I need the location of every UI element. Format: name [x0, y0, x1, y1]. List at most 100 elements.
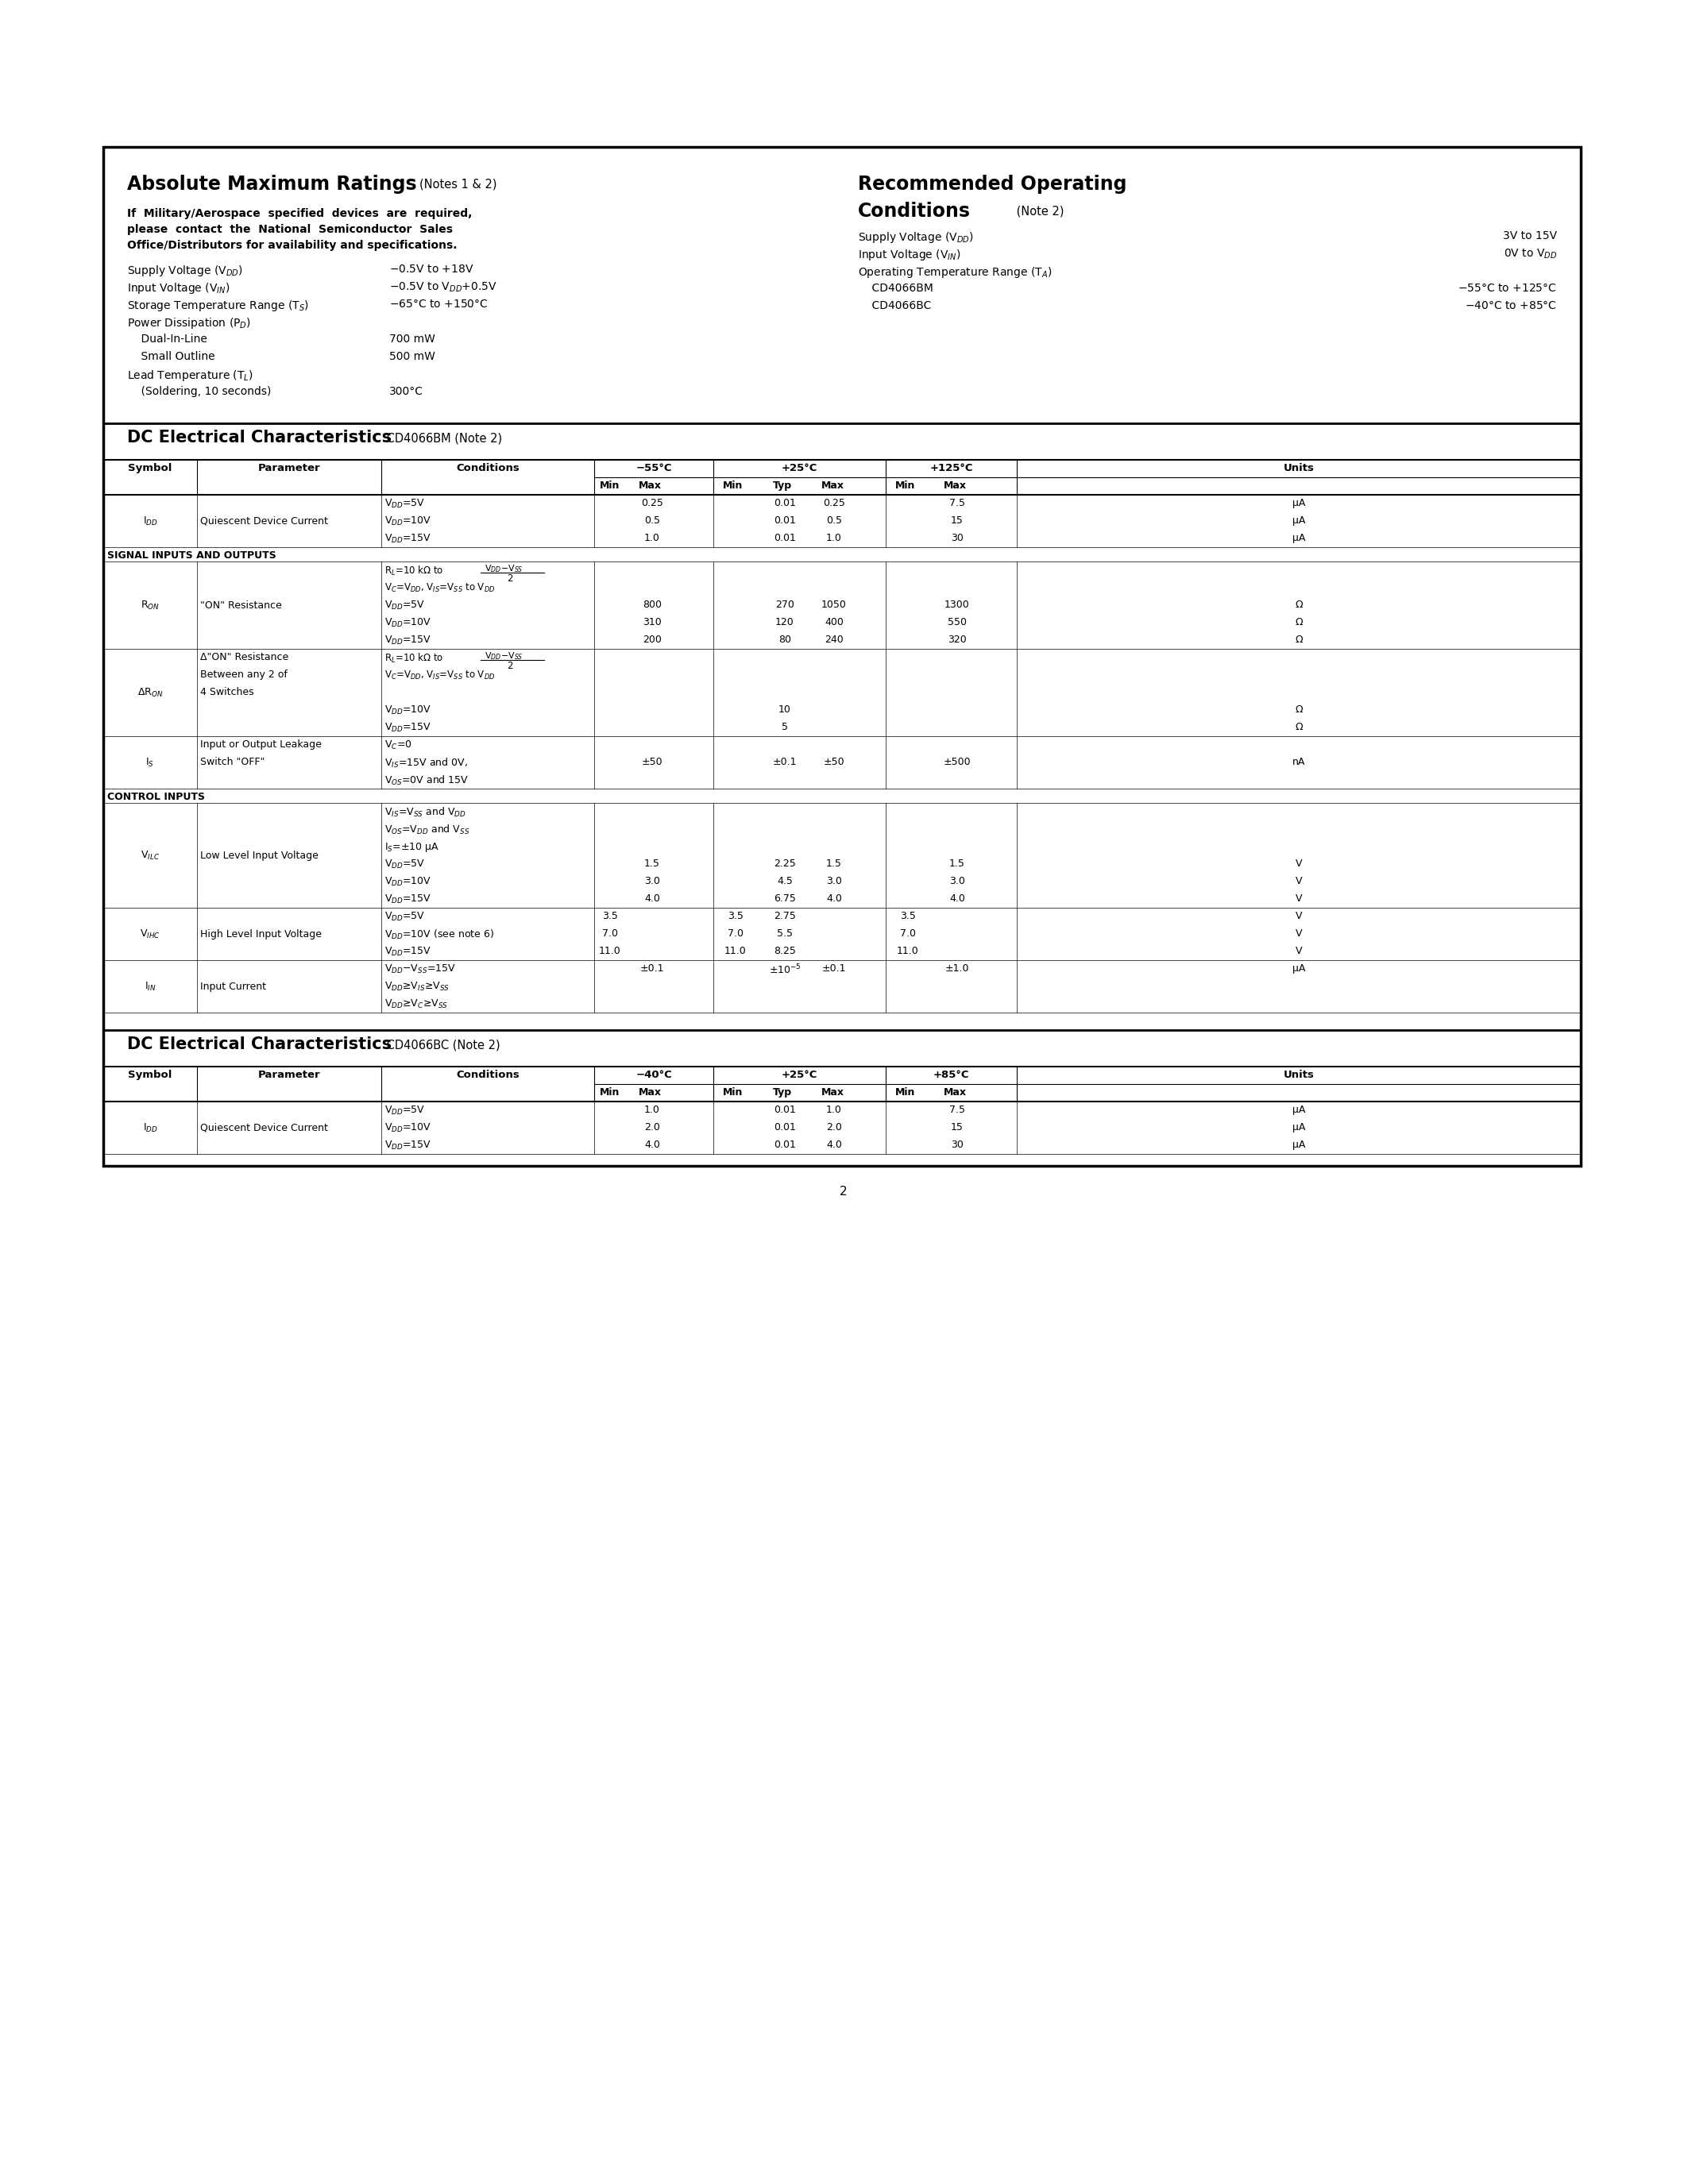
Text: Max: Max: [820, 1088, 844, 1099]
Text: 0.25: 0.25: [641, 498, 663, 509]
Text: 300°C: 300°C: [390, 387, 424, 397]
Text: Low Level Input Voltage: Low Level Input Voltage: [201, 850, 319, 860]
Text: 240: 240: [825, 636, 844, 644]
Text: (Notes 1 & 2): (Notes 1 & 2): [419, 177, 496, 190]
Text: μA: μA: [1293, 963, 1305, 974]
Text: 0.5: 0.5: [825, 515, 842, 526]
Text: CD4066BC (Note 2): CD4066BC (Note 2): [383, 1040, 500, 1051]
Text: Max: Max: [638, 1088, 662, 1099]
Text: Input Current: Input Current: [201, 981, 267, 992]
Text: I$_S$=±10 μA: I$_S$=±10 μA: [385, 841, 439, 854]
Text: V$_{DD}$=5V: V$_{DD}$=5V: [385, 858, 425, 871]
Text: ΔR$_{ON}$: ΔR$_{ON}$: [137, 686, 164, 699]
Text: Units: Units: [1283, 1070, 1315, 1081]
Text: SIGNAL INPUTS AND OUTPUTS: SIGNAL INPUTS AND OUTPUTS: [108, 550, 277, 561]
Text: Δ"ON" Resistance: Δ"ON" Resistance: [201, 653, 289, 662]
Text: 3.0: 3.0: [825, 876, 842, 887]
Text: DC Electrical Characteristics: DC Electrical Characteristics: [127, 430, 392, 446]
Text: 2: 2: [841, 1186, 847, 1197]
Text: 7.5: 7.5: [949, 1105, 966, 1116]
Text: (Soldering, 10 seconds): (Soldering, 10 seconds): [127, 387, 272, 397]
Text: please  contact  the  National  Semiconductor  Sales: please contact the National Semiconducto…: [127, 225, 452, 236]
Text: Dual-In-Line: Dual-In-Line: [127, 334, 208, 345]
Text: 0.01: 0.01: [773, 1123, 797, 1133]
Bar: [103, 146, 1580, 1166]
Text: 0.5: 0.5: [645, 515, 660, 526]
Text: μA: μA: [1293, 1123, 1305, 1133]
Text: 3.5: 3.5: [728, 911, 743, 922]
Text: Units: Units: [1283, 463, 1315, 474]
Text: 270: 270: [775, 601, 795, 609]
Text: V$_{DD}$−V$_{SS}$: V$_{DD}$−V$_{SS}$: [484, 651, 523, 662]
Text: V$_{DD}$=15V: V$_{DD}$=15V: [385, 1140, 432, 1151]
Text: ±50: ±50: [641, 758, 663, 767]
Text: 1.5: 1.5: [949, 858, 966, 869]
Text: 3.5: 3.5: [603, 911, 618, 922]
Text: 30: 30: [950, 533, 964, 544]
Text: V$_C$=V$_{DD}$, V$_{IS}$=V$_{SS}$ to V$_{DD}$: V$_C$=V$_{DD}$, V$_{IS}$=V$_{SS}$ to V$_…: [385, 583, 495, 594]
Text: 310: 310: [643, 618, 662, 627]
Text: Quiescent Device Current: Quiescent Device Current: [201, 515, 327, 526]
Text: 7.0: 7.0: [900, 928, 917, 939]
Text: V$_{IHC}$: V$_{IHC}$: [140, 928, 160, 939]
Text: 1.5: 1.5: [645, 858, 660, 869]
Text: Min: Min: [722, 480, 743, 491]
Text: Supply Voltage (V$_{DD}$): Supply Voltage (V$_{DD}$): [858, 229, 974, 245]
Text: V: V: [1295, 911, 1301, 922]
Text: 3V to 15V: 3V to 15V: [1502, 229, 1556, 242]
Text: 500 mW: 500 mW: [390, 352, 436, 363]
Text: 2.0: 2.0: [645, 1123, 660, 1133]
Text: Min: Min: [895, 1088, 915, 1099]
Text: Input or Output Leakage: Input or Output Leakage: [201, 740, 322, 749]
Text: V$_{DD}$=15V: V$_{DD}$=15V: [385, 893, 432, 906]
Text: 7.0: 7.0: [603, 928, 618, 939]
Text: 120: 120: [775, 618, 795, 627]
Text: 30: 30: [950, 1140, 964, 1151]
Text: 15: 15: [950, 515, 964, 526]
Text: V: V: [1295, 893, 1301, 904]
Text: I$_S$: I$_S$: [145, 756, 155, 769]
Text: 5: 5: [782, 723, 788, 732]
Text: 3.5: 3.5: [900, 911, 917, 922]
Text: "ON" Resistance: "ON" Resistance: [201, 601, 282, 609]
Text: 7.5: 7.5: [949, 498, 966, 509]
Text: Max: Max: [820, 480, 844, 491]
Text: Min: Min: [895, 480, 915, 491]
Text: $-$40°C to +85°C: $-$40°C to +85°C: [1465, 299, 1556, 312]
Text: +25°C: +25°C: [782, 463, 817, 474]
Text: Absolute Maximum Ratings: Absolute Maximum Ratings: [127, 175, 417, 194]
Text: V$_{DD}$=5V: V$_{DD}$=5V: [385, 911, 425, 924]
Text: 4 Switches: 4 Switches: [201, 688, 253, 697]
Text: μA: μA: [1293, 498, 1305, 509]
Text: 1.5: 1.5: [825, 858, 842, 869]
Text: 0.01: 0.01: [773, 498, 797, 509]
Text: CD4066BC: CD4066BC: [858, 299, 932, 312]
Text: ±0.1: ±0.1: [822, 963, 846, 974]
Text: 3.0: 3.0: [645, 876, 660, 887]
Text: μA: μA: [1293, 515, 1305, 526]
Text: Min: Min: [599, 480, 619, 491]
Text: V$_{DD}$=10V: V$_{DD}$=10V: [385, 876, 432, 889]
Text: 0.01: 0.01: [773, 533, 797, 544]
Text: V$_{DD}$=15V: V$_{DD}$=15V: [385, 533, 432, 544]
Text: V$_{IS}$=15V and 0V,: V$_{IS}$=15V and 0V,: [385, 758, 468, 769]
Text: CONTROL INPUTS: CONTROL INPUTS: [108, 793, 204, 802]
Text: V$_{DD}$=10V (see note 6): V$_{DD}$=10V (see note 6): [385, 928, 495, 941]
Text: V: V: [1295, 858, 1301, 869]
Text: High Level Input Voltage: High Level Input Voltage: [201, 928, 322, 939]
Text: Ω: Ω: [1295, 618, 1303, 627]
Text: Quiescent Device Current: Quiescent Device Current: [201, 1123, 327, 1133]
Text: Parameter: Parameter: [258, 1070, 321, 1081]
Text: ±0.1: ±0.1: [773, 758, 797, 767]
Text: V$_{DD}$=10V: V$_{DD}$=10V: [385, 618, 432, 629]
Text: $-$65°C to +150°C: $-$65°C to +150°C: [390, 299, 488, 310]
Text: V: V: [1295, 928, 1301, 939]
Text: DC Electrical Characteristics: DC Electrical Characteristics: [127, 1037, 392, 1053]
Text: V$_{DD}$=10V: V$_{DD}$=10V: [385, 705, 432, 716]
Text: 0.01: 0.01: [773, 1105, 797, 1116]
Text: V$_{DD}$=15V: V$_{DD}$=15V: [385, 636, 432, 646]
Text: 4.0: 4.0: [825, 893, 842, 904]
Text: 4.0: 4.0: [645, 893, 660, 904]
Text: V$_{DD}$=15V: V$_{DD}$=15V: [385, 723, 432, 734]
Text: (Note 2): (Note 2): [1013, 205, 1063, 216]
